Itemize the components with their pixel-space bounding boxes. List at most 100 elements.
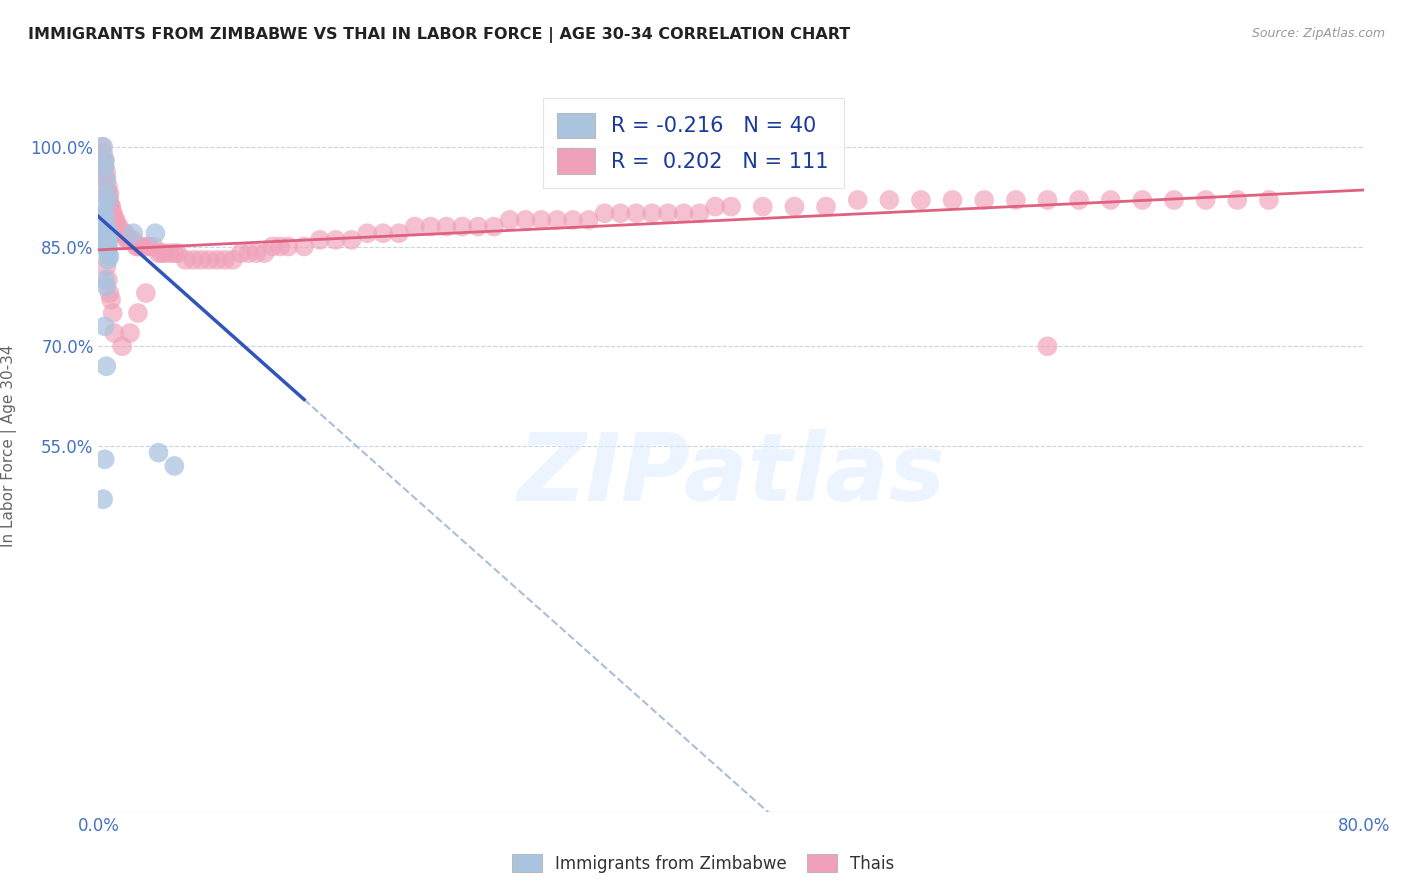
- Point: [153, 246, 176, 260]
- Point: [104, 219, 127, 234]
- Point: [135, 239, 157, 253]
- Point: [93, 226, 117, 240]
- Y-axis label: In Labor Force | Age 30-34: In Labor Force | Age 30-34: [0, 344, 17, 548]
- Point: [530, 213, 553, 227]
- Point: [222, 252, 245, 267]
- Point: [96, 226, 118, 240]
- Point: [262, 239, 284, 253]
- Point: [138, 239, 160, 253]
- Point: [100, 200, 122, 214]
- Point: [277, 239, 299, 253]
- Point: [98, 286, 121, 301]
- Point: [96, 359, 118, 374]
- Point: [751, 200, 773, 214]
- Point: [292, 239, 315, 253]
- Point: [97, 236, 120, 251]
- Text: Source: ZipAtlas.com: Source: ZipAtlas.com: [1251, 27, 1385, 40]
- Point: [98, 186, 121, 201]
- Point: [97, 186, 120, 201]
- Point: [973, 193, 995, 207]
- Point: [97, 179, 120, 194]
- Point: [1067, 193, 1090, 207]
- Point: [93, 273, 117, 287]
- Point: [546, 213, 568, 227]
- Point: [93, 223, 117, 237]
- Point: [942, 193, 965, 207]
- Point: [166, 246, 188, 260]
- Point: [117, 233, 139, 247]
- Point: [238, 246, 260, 260]
- Point: [309, 233, 332, 247]
- Point: [482, 219, 505, 234]
- Point: [1163, 193, 1185, 207]
- Point: [641, 206, 664, 220]
- Point: [253, 246, 276, 260]
- Point: [1004, 193, 1026, 207]
- Point: [174, 252, 197, 267]
- Point: [229, 246, 252, 260]
- Point: [814, 200, 837, 214]
- Point: [110, 226, 132, 240]
- Point: [1099, 193, 1122, 207]
- Point: [183, 252, 205, 267]
- Point: [672, 206, 695, 220]
- Point: [108, 219, 131, 234]
- Point: [688, 206, 710, 220]
- Point: [125, 239, 148, 253]
- Point: [122, 233, 145, 247]
- Legend: Immigrants from Zimbabwe, Thais: Immigrants from Zimbabwe, Thais: [505, 847, 901, 880]
- Point: [93, 160, 117, 174]
- Point: [371, 226, 394, 240]
- Point: [103, 213, 125, 227]
- Point: [269, 239, 291, 253]
- Point: [96, 236, 118, 251]
- Point: [97, 246, 120, 260]
- Point: [111, 226, 134, 240]
- Point: [467, 219, 489, 234]
- Point: [1226, 193, 1249, 207]
- Point: [98, 193, 121, 207]
- Point: [877, 193, 900, 207]
- Point: [91, 200, 114, 214]
- Point: [93, 452, 117, 467]
- Point: [214, 252, 236, 267]
- Point: [96, 219, 118, 234]
- Point: [609, 206, 631, 220]
- Point: [145, 226, 166, 240]
- Point: [93, 206, 117, 220]
- Point: [98, 250, 121, 264]
- Point: [96, 173, 118, 187]
- Point: [93, 153, 117, 167]
- Point: [97, 273, 120, 287]
- Point: [704, 200, 727, 214]
- Point: [103, 213, 125, 227]
- Point: [91, 213, 114, 227]
- Point: [90, 140, 112, 154]
- Text: ZIPatlas: ZIPatlas: [517, 429, 945, 521]
- Point: [101, 206, 124, 220]
- Point: [120, 233, 141, 247]
- Point: [115, 233, 138, 247]
- Point: [624, 206, 647, 220]
- Point: [96, 260, 118, 274]
- Point: [910, 193, 932, 207]
- Text: IMMIGRANTS FROM ZIMBABWE VS THAI IN LABOR FORCE | AGE 30-34 CORRELATION CHART: IMMIGRANTS FROM ZIMBABWE VS THAI IN LABO…: [28, 27, 851, 43]
- Point: [205, 252, 228, 267]
- Point: [96, 166, 118, 180]
- Point: [91, 492, 114, 507]
- Point: [1036, 193, 1059, 207]
- Point: [150, 246, 173, 260]
- Legend: R = -0.216   N = 40, R =  0.202   N = 111: R = -0.216 N = 40, R = 0.202 N = 111: [543, 98, 844, 188]
- Point: [340, 233, 363, 247]
- Point: [148, 246, 170, 260]
- Point: [93, 319, 117, 334]
- Point: [1036, 339, 1059, 353]
- Point: [91, 146, 114, 161]
- Point: [93, 210, 117, 224]
- Point: [97, 252, 120, 267]
- Point: [720, 200, 742, 214]
- Point: [198, 252, 221, 267]
- Point: [404, 219, 426, 234]
- Point: [515, 213, 537, 227]
- Point: [561, 213, 585, 227]
